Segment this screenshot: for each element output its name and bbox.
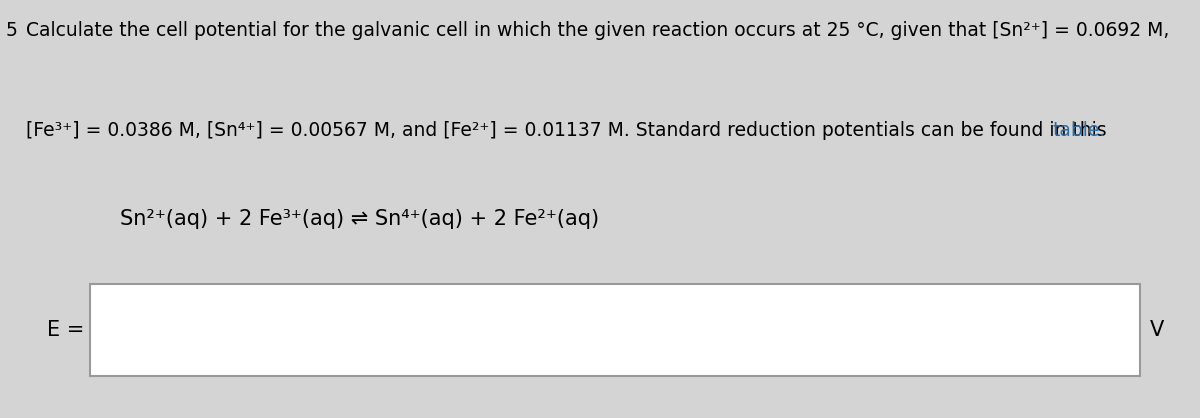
Text: 5: 5: [6, 21, 18, 40]
Text: V: V: [1150, 320, 1164, 340]
Text: Calculate the cell potential for the galvanic cell in which the given reaction o: Calculate the cell potential for the gal…: [26, 21, 1170, 40]
Text: E =: E =: [47, 320, 84, 340]
Text: [Fe³⁺] = 0.0386 M, [Sn⁴⁺] = 0.00567 M, and [Fe²⁺] = 0.01137 M. Standard reductio: [Fe³⁺] = 0.0386 M, [Sn⁴⁺] = 0.00567 M, a…: [26, 121, 1114, 140]
Text: Sn²⁺(aq) + 2 Fe³⁺(aq) ⇌ Sn⁴⁺(aq) + 2 Fe²⁺(aq): Sn²⁺(aq) + 2 Fe³⁺(aq) ⇌ Sn⁴⁺(aq) + 2 Fe²…: [120, 209, 599, 229]
FancyBboxPatch shape: [90, 284, 1140, 376]
Text: table.: table.: [1052, 121, 1105, 140]
